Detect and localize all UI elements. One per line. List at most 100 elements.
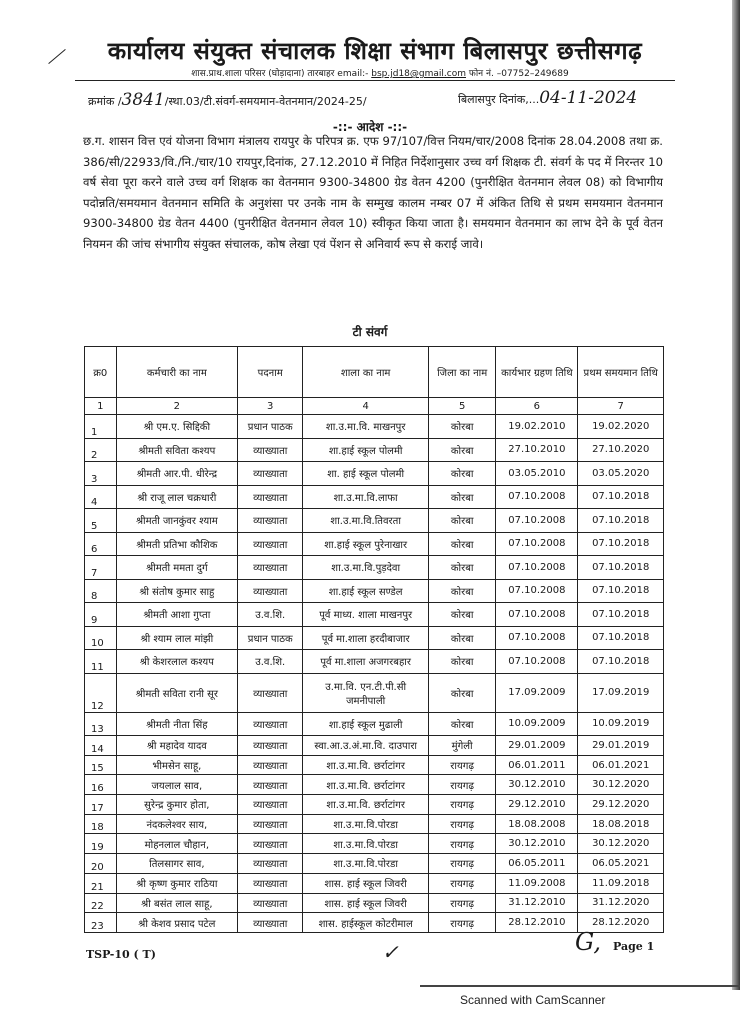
serial-cell: 21: [84, 872, 117, 894]
employee-name-cell: तिलसागर साव,: [115, 853, 239, 874]
serial-cell: 15: [84, 754, 117, 776]
district-cell: रायगढ़: [428, 754, 497, 776]
table-row: 16 जयलाल साव, व्याख्याता शा.उ.मा.वि. छर्राट…: [84, 774, 664, 796]
table-row: 7 श्रीमती ममता दुर्ग व्याख्याता शा.उ.मा.वि.…: [84, 555, 664, 580]
serial-cell: 11: [84, 649, 117, 674]
district-cell: कोरबा: [428, 437, 497, 462]
employee-name-cell: श्री केशरलाल कश्यप: [115, 649, 239, 674]
serial-cell: 2: [84, 437, 117, 462]
joining-date-cell: 31.12.2010: [495, 892, 579, 914]
serial-cell: 8: [84, 578, 117, 603]
table-row: 17 सुरेन्द्र कुमार होता, व्याख्याता शा.उ.मा…: [84, 794, 664, 815]
timescale-date-cell: 11.09.2018: [577, 872, 664, 894]
timescale-date-cell: 03.05.2020: [577, 461, 664, 486]
page-number: Page 1: [613, 940, 655, 953]
district-cell: रायगढ़: [428, 872, 497, 894]
designation-cell: व्याख्याता: [237, 813, 304, 835]
employee-name-cell: श्रीमती आर.पी. धीरेन्द्र: [115, 461, 239, 486]
timescale-date-cell: 30.12.2020: [577, 774, 664, 796]
school-cell: शा.उ.मा.वि. छर्राटांगर: [302, 754, 430, 776]
pen-mark: [48, 49, 66, 64]
joining-date-cell: 28.12.2010: [495, 912, 579, 933]
school-cell: शा.उ.मा.वि. छर्राटांगर: [302, 774, 430, 796]
school-cell: शा.उ.मा.वि.पुड़देवा: [302, 555, 430, 580]
timescale-date-cell: 29.12.2020: [577, 794, 664, 815]
table-row: 9 श्रीमती आशा गुप्ता उ.व.शि. पूर्व माध्य. श…: [84, 602, 664, 627]
employee-name-cell: श्रीमती प्रतिभा कौशिक: [115, 531, 239, 556]
table-row: 11 श्री केशरलाल कश्यप उ.व.शि. पूर्व मा.शाला…: [84, 649, 664, 674]
table-row: 8 श्री संतोष कुमार साहु व्याख्याता शा.हाई स…: [84, 578, 664, 603]
serial-cell: 18: [84, 813, 117, 835]
table-row: 18 नंदकलेश्वर साय, व्याख्याता शा.उ.मा.वि.पो…: [84, 813, 664, 835]
timescale-date-cell: 31.12.2020: [577, 892, 664, 914]
column-number: 2: [115, 397, 239, 415]
reference-label: क्रमांक /: [88, 95, 122, 108]
designation-cell: व्याख्याता: [237, 892, 304, 914]
serial-cell: 12: [84, 672, 117, 713]
reference-number: क्रमांक /3841/स्था.03/टी.संवर्ग-समयमान-व…: [88, 90, 367, 110]
district-cell: रायगढ़: [428, 813, 497, 835]
designation-cell: व्याख्याता: [237, 794, 304, 815]
signature: G,: [575, 928, 601, 956]
designation-cell: व्याख्याता: [237, 531, 304, 556]
table-row: 6 श्रीमती प्रतिभा कौशिक व्याख्याता शा.हाई स…: [84, 531, 664, 556]
school-cell: शा.उ.मा.वि.लाफा: [302, 484, 430, 509]
joining-date-cell: 07.10.2008: [495, 555, 579, 580]
designation-cell: व्याख्याता: [237, 853, 304, 874]
page-bottom-edge: [420, 985, 740, 987]
district-cell: कोरबा: [428, 555, 497, 580]
school-cell: शास. हाई स्कूल जिवरी: [302, 872, 430, 894]
employee-name-cell: श्री महादेव यादव: [115, 735, 239, 756]
phone-number: फोन नं. –07752–249689: [468, 69, 569, 79]
district-cell: कोरबा: [428, 602, 497, 627]
employee-name-cell: सुरेन्द्र कुमार होता,: [115, 794, 239, 815]
serial-cell: 9: [84, 602, 117, 627]
designation-cell: व्याख्याता: [237, 711, 304, 736]
handwritten-date: 04-11-2024: [539, 88, 638, 108]
table-row: 23 श्री केशव प्रसाद पटेल व्याख्याता शास. हा…: [84, 912, 664, 933]
table-row: 12 श्रीमती सविता रानी सूर व्याख्याता उ.मा.व…: [84, 672, 664, 713]
designation-cell: व्याख्याता: [237, 484, 304, 509]
designation-cell: व्याख्याता: [237, 555, 304, 580]
table-row: 2 श्रीमती सविता कश्यप व्याख्याता शा.हाई स्क…: [84, 437, 664, 462]
column-header: कार्यभार ग्रहण तिथि: [495, 346, 579, 398]
table-row: 22 श्री बसंत लाल साहू, व्याख्याता शास. हाई …: [84, 892, 664, 914]
joining-date-cell: 07.10.2008: [495, 625, 579, 650]
serial-cell: 13: [84, 711, 117, 736]
employee-name-cell: श्री राजू लाल चक्रधारी: [115, 484, 239, 509]
timescale-date-cell: 07.10.2018: [577, 602, 664, 627]
employee-name-cell: श्री केशव प्रसाद पटेल: [115, 912, 239, 933]
district-cell: कोरबा: [428, 461, 497, 486]
employee-name-cell: श्रीमती जानकुंवर श्याम: [115, 508, 239, 533]
serial-cell: 20: [84, 853, 117, 874]
column-number: 5: [428, 397, 497, 415]
order-body-text: छ.ग. शासन वित्त एवं योजना विभाग मंत्रालय…: [83, 134, 663, 251]
designation-cell: उ.व.शि.: [237, 649, 304, 674]
column-header: प्रथम समयमान तिथि: [577, 346, 664, 398]
employee-name-cell: श्री कृष्ण कुमार राठिया: [115, 872, 239, 894]
table-row: 13 श्रीमती नीता सिंह व्याख्याता शा.हाई स्कू…: [84, 711, 664, 736]
school-cell: शा.उ.मा.वि.पोरडा: [302, 853, 430, 874]
joining-date-cell: 06.01.2011: [495, 754, 579, 776]
table-row: 21 श्री कृष्ण कुमार राठिया व्याख्याता शास. …: [84, 872, 664, 894]
school-cell: शास. हाईस्कूल कोटरीमाल: [302, 912, 430, 933]
serial-cell: 3: [84, 461, 117, 486]
joining-date-cell: 07.10.2008: [495, 484, 579, 509]
header-divider: [75, 80, 675, 81]
joining-date-cell: 07.10.2008: [495, 578, 579, 603]
email-link[interactable]: bsp.jd18@gmail.com: [371, 69, 466, 79]
school-cell: उ.मा.वि. एन.टी.पी.सी जमनीपाली: [302, 672, 430, 713]
school-cell: शा.हाई स्कूल सण्डेल: [302, 578, 430, 603]
column-header: कर्मचारी का नाम: [115, 346, 239, 398]
table-row: 4 श्री राजू लाल चक्रधारी व्याख्याता शा.उ.मा…: [84, 484, 664, 509]
table-row: 10 श्री श्याम लाल मांझी प्रधान पाठक पूर्व म…: [84, 625, 664, 650]
timescale-date-cell: 19.02.2020: [577, 414, 664, 439]
designation-cell: व्याख्याता: [237, 774, 304, 796]
designation-cell: व्याख्याता: [237, 672, 304, 713]
employee-name-cell: श्रीमती सविता रानी सूर: [115, 672, 239, 713]
page-edge-shadow: [732, 0, 740, 990]
employee-name-cell: मोहनलाल चौहान,: [115, 833, 239, 855]
timescale-date-cell: 10.09.2019: [577, 711, 664, 736]
school-cell: शा.हाई स्कूल मुढाली: [302, 711, 430, 736]
employee-name-cell: नंदकलेश्वर साय,: [115, 813, 239, 835]
